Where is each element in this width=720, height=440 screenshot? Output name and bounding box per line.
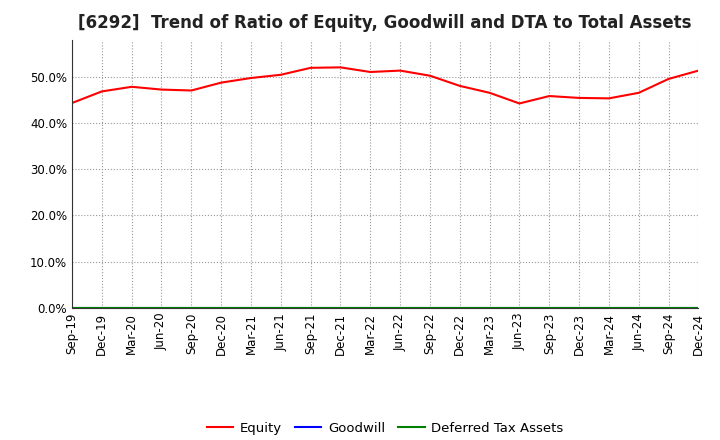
Deferred Tax Assets xyxy=(306,305,315,311)
Equity xyxy=(127,84,136,89)
Goodwill xyxy=(426,305,434,311)
Deferred Tax Assets xyxy=(485,305,494,311)
Deferred Tax Assets xyxy=(97,305,106,311)
Equity xyxy=(157,87,166,92)
Deferred Tax Assets xyxy=(575,305,583,311)
Deferred Tax Assets xyxy=(366,305,374,311)
Equity xyxy=(485,90,494,95)
Equity xyxy=(396,68,405,73)
Equity xyxy=(456,83,464,88)
Equity xyxy=(276,72,285,77)
Goodwill xyxy=(396,305,405,311)
Deferred Tax Assets xyxy=(665,305,673,311)
Equity xyxy=(366,70,374,75)
Goodwill xyxy=(456,305,464,311)
Line: Equity: Equity xyxy=(72,67,698,103)
Deferred Tax Assets xyxy=(456,305,464,311)
Goodwill xyxy=(276,305,285,311)
Equity xyxy=(545,93,554,99)
Goodwill xyxy=(187,305,196,311)
Goodwill xyxy=(694,305,703,311)
Equity xyxy=(306,65,315,70)
Title: [6292]  Trend of Ratio of Equity, Goodwill and DTA to Total Assets: [6292] Trend of Ratio of Equity, Goodwil… xyxy=(78,15,692,33)
Equity xyxy=(97,89,106,94)
Deferred Tax Assets xyxy=(694,305,703,311)
Goodwill xyxy=(366,305,374,311)
Equity xyxy=(336,65,345,70)
Goodwill xyxy=(515,305,523,311)
Deferred Tax Assets xyxy=(217,305,225,311)
Goodwill xyxy=(127,305,136,311)
Goodwill xyxy=(634,305,643,311)
Equity xyxy=(247,75,256,81)
Goodwill xyxy=(306,305,315,311)
Deferred Tax Assets xyxy=(187,305,196,311)
Goodwill xyxy=(665,305,673,311)
Deferred Tax Assets xyxy=(68,305,76,311)
Deferred Tax Assets xyxy=(336,305,345,311)
Deferred Tax Assets xyxy=(127,305,136,311)
Equity xyxy=(217,80,225,85)
Goodwill xyxy=(157,305,166,311)
Equity xyxy=(575,95,583,101)
Equity xyxy=(187,88,196,93)
Deferred Tax Assets xyxy=(426,305,434,311)
Deferred Tax Assets xyxy=(276,305,285,311)
Goodwill xyxy=(605,305,613,311)
Goodwill xyxy=(545,305,554,311)
Equity xyxy=(515,101,523,106)
Goodwill xyxy=(485,305,494,311)
Goodwill xyxy=(336,305,345,311)
Goodwill xyxy=(97,305,106,311)
Goodwill xyxy=(247,305,256,311)
Deferred Tax Assets xyxy=(247,305,256,311)
Equity xyxy=(665,76,673,81)
Goodwill xyxy=(68,305,76,311)
Deferred Tax Assets xyxy=(515,305,523,311)
Legend: Equity, Goodwill, Deferred Tax Assets: Equity, Goodwill, Deferred Tax Assets xyxy=(202,417,569,440)
Deferred Tax Assets xyxy=(545,305,554,311)
Deferred Tax Assets xyxy=(157,305,166,311)
Deferred Tax Assets xyxy=(396,305,405,311)
Equity xyxy=(634,90,643,95)
Deferred Tax Assets xyxy=(605,305,613,311)
Equity xyxy=(68,100,76,106)
Deferred Tax Assets xyxy=(634,305,643,311)
Goodwill xyxy=(217,305,225,311)
Equity xyxy=(426,73,434,78)
Equity xyxy=(605,96,613,101)
Goodwill xyxy=(575,305,583,311)
Equity xyxy=(694,68,703,73)
